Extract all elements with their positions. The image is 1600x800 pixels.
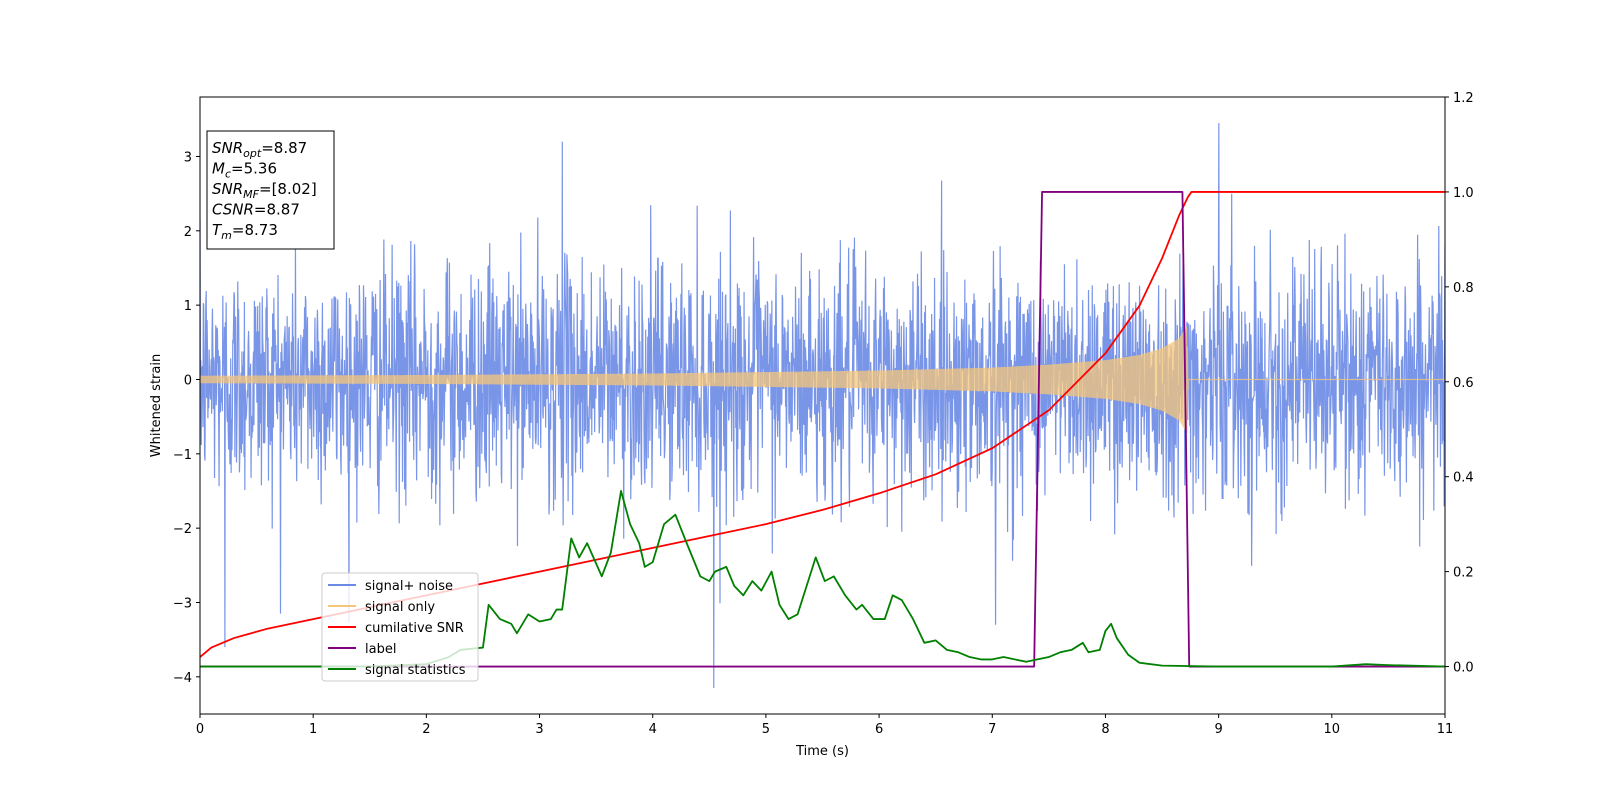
legend-label: signal+ noise <box>365 579 453 594</box>
info-snr-opt: SNRopt=8.87 <box>212 139 307 160</box>
info-box-frame <box>206 130 335 250</box>
y-left-tick-label: 3 <box>184 150 192 165</box>
x-tick-label: 10 <box>1324 722 1341 737</box>
y-left-tick-label: −4 <box>173 671 192 686</box>
axes-frame <box>199 96 1446 715</box>
y-right-tick-label: 0.2 <box>1453 566 1474 581</box>
legend-box <box>321 572 479 682</box>
info-csnr: CSNR=8.87 <box>212 201 300 219</box>
legend: signal+ noise signal only cumilative SNR la… <box>321 572 479 682</box>
y-left-tick-label: 0 <box>184 373 192 388</box>
info-snr-mf: SNRMF=[8.02] <box>212 180 317 201</box>
y-left-tick-label: 1 <box>184 299 192 314</box>
series-signal-noise <box>200 123 1445 688</box>
y-left-tick-label: −2 <box>173 522 192 537</box>
y-axis-label: Whitened strain <box>149 354 164 457</box>
x-tick-label: 5 <box>762 722 770 737</box>
legend-label: cumilative SNR <box>365 621 464 636</box>
x-tick-label: 11 <box>1437 722 1454 737</box>
x-tick-label: 9 <box>1214 722 1222 737</box>
x-tick-label: 2 <box>422 722 430 737</box>
legend-label: label <box>365 642 396 657</box>
y-left-tick-label: 2 <box>184 225 192 240</box>
y-right-tick-label: 1.0 <box>1453 186 1474 201</box>
series-signal-statistics <box>200 490 1445 668</box>
x-tick-label: 4 <box>649 722 657 737</box>
y-left-tick-label: −1 <box>173 448 192 463</box>
x-tick-label: 7 <box>988 722 996 737</box>
x-tick-label: 1 <box>309 722 317 737</box>
y-right-tick-label: 0.8 <box>1453 281 1474 296</box>
legend-label: signal only <box>365 600 435 615</box>
y-right-tick-label: 0.4 <box>1453 471 1474 486</box>
x-tick-label: 6 <box>875 722 883 737</box>
x-tick-label: 8 <box>1101 722 1109 737</box>
series-signal-only <box>200 326 1445 433</box>
y-left-tick-label: −3 <box>173 596 192 611</box>
info-mc: Mc=5.36 <box>212 160 277 181</box>
y-right-tick-label: 1.2 <box>1453 91 1474 106</box>
info-tm: Tm=8.73 <box>212 221 278 242</box>
legend-label: signal statistics <box>365 663 466 678</box>
axes: 0 1 2 3 4 5 6 7 8 9 10 11 −4 −3 −2 −1 0 1 2 3 0.0 0.2 0.4 0.6 0.… <box>149 91 1474 759</box>
y-right-tick-label: 0.6 <box>1453 376 1474 391</box>
x-tick-label: 0 <box>196 722 204 737</box>
x-axis-label: Time (s) <box>795 744 849 759</box>
x-tick-label: 3 <box>535 722 543 737</box>
y-right-tick-label: 0.0 <box>1453 661 1474 676</box>
